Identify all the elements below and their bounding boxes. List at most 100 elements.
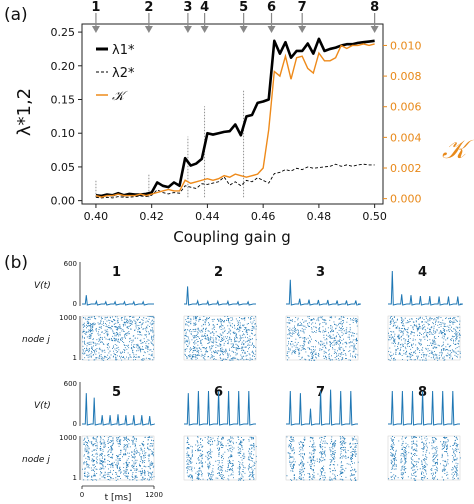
raster-tick-label: 1000 [59,314,77,322]
marker-arrowhead-7 [298,26,307,33]
x-tick-label: 0.46 [251,210,276,223]
time-axis: 0 1200 t [ms] [80,485,163,503]
y2-tick-label: 0.000 [390,193,422,206]
y2-tick-label: 0.006 [390,101,422,114]
y-tick-label: 0.00 [51,195,76,208]
panel-label-a: (a) [4,5,28,25]
voltage-trace-8 [388,390,460,426]
voltage-tick-label: 0 [73,300,77,308]
plot-frame [81,23,384,205]
y-tick-label: 0.20 [51,60,76,73]
marker-arrowhead-3 [183,26,192,33]
raster-axis-label: node j [22,335,50,345]
marker-label-6: 6 [267,0,276,15]
legend-label-lambda2: λ2* [112,66,135,81]
spike-panel-4: 4 [387,265,463,361]
spike-panel-label-3: 3 [316,265,325,280]
raster-dots-6 [186,436,257,481]
raster-dots-8 [388,436,461,481]
raster-dots-1 [82,316,155,361]
legend-label-k: 𝒦 [112,89,128,104]
series-line-2 [95,43,375,198]
y-tick-label: 0.05 [51,161,76,174]
raster-frame-3 [285,315,359,361]
spike-panel-3: 3 [285,265,361,361]
y-tick-label: 0.25 [51,26,76,39]
voltage-trace-6 [184,390,256,426]
voltage-axis-label: V(t) [34,401,51,411]
marker-label-5: 5 [239,0,248,15]
marker-label-1: 1 [91,0,100,15]
voltage-tick-label: 0 [73,420,77,428]
time-tick-label: 0 [80,491,84,499]
marker-arrowhead-8 [370,26,379,33]
panel-label-b: (b) [4,253,28,273]
raster-frame-5 [81,435,155,481]
spike-panel-label-1: 1 [112,265,121,280]
marker-label-8: 8 [370,0,379,15]
voltage-trace-5 [82,393,155,426]
y-tick-label: 0.15 [51,94,76,107]
y2-axis-label: 𝒦 [442,135,474,165]
raster-tick-label: 1 [73,354,77,362]
spike-panel-5: 5 600 0 V(t) 1000 1 node j [22,380,155,482]
raster-dots-7 [286,436,359,481]
raster-tick-label: 1 [73,474,77,482]
raster-tick-label: 1000 [59,434,77,442]
spike-panel-2: 2 [183,265,257,361]
voltage-trace-1 [82,295,154,306]
raster-dots-5 [82,436,155,481]
x-tick-label: 0.44 [195,210,220,223]
series-line-0 [95,37,375,198]
time-axis-label: t [ms] [105,493,132,503]
marker-label-3: 3 [183,0,192,15]
y2-tick-label: 0.008 [390,70,422,83]
voltage-tick-label: 600 [64,260,77,268]
marker-label-4: 4 [200,0,209,15]
marker-arrowhead-4 [200,26,209,33]
spike-panels: 1 600 0 V(t) 1000 1 node j 2 3 4 5 600 0 V(t) 1000 1 nod… [22,260,463,503]
y2-tick-label: 0.004 [390,131,422,144]
series-group [95,37,375,199]
marker-arrowhead-5 [239,26,248,33]
raster-dots-3 [286,316,359,361]
legend-label-lambda1: λ1* [112,43,135,58]
voltage-tick-label: 600 [64,380,77,388]
voltage-axis-label: V(t) [34,281,51,291]
time-tick-label: 1200 [145,491,163,499]
marker-label-7: 7 [298,0,307,15]
x-tick-label: 0.40 [84,210,109,223]
voltage-trace-2 [184,286,256,306]
spike-panel-6: 6 [183,385,257,481]
spike-panel-label-2: 2 [214,265,223,280]
x-axis-label: Coupling gain g [173,228,291,246]
raster-axis-label: node j [22,455,50,465]
y2-axis-ticks: 0.000 0.002 0.004 0.006 0.008 0.010 [383,39,422,206]
y-tick-label: 0.10 [51,127,76,140]
marker-arrowhead-1 [91,26,100,33]
y-axis-label: λ*1,2 [14,88,35,136]
spike-panel-1: 1 600 0 V(t) 1000 1 node j [22,260,155,362]
spike-panel-8: 8 [387,385,461,481]
raster-frame-7 [285,435,359,481]
x-tick-label: 0.42 [139,210,164,223]
voltage-trace-7 [286,389,358,426]
x-tick-label: 0.48 [307,210,332,223]
y-axis-ticks: 0.00 0.05 0.10 0.15 0.20 0.25 [51,26,82,208]
spike-panel-label-5: 5 [112,385,121,400]
marker-label-2: 2 [144,0,153,15]
x-tick-label: 0.50 [362,210,387,223]
voltage-trace-4 [388,270,463,306]
legend: λ1* λ2* 𝒦 [96,43,135,104]
voltage-trace-3 [286,279,361,306]
marker-arrowhead-6 [267,26,276,33]
x-axis-ticks: 0.40 0.42 0.44 0.46 0.48 0.50 [84,204,387,223]
series-line-1 [95,163,375,199]
marker-arrowhead-2 [144,26,153,33]
y2-tick-label: 0.010 [390,39,422,52]
y2-tick-label: 0.002 [390,162,422,175]
spike-panel-7: 7 [285,385,359,481]
